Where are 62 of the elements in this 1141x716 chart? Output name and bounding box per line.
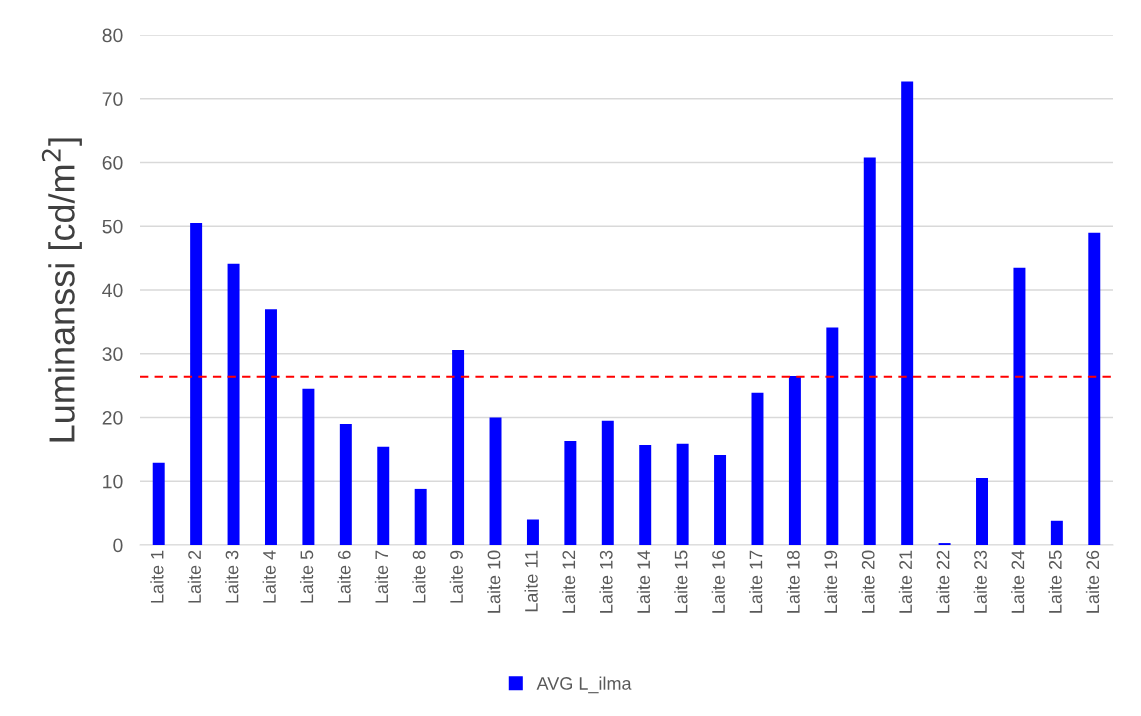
x-tick-label: Laite 23: [973, 550, 987, 613]
bar: [901, 81, 914, 545]
x-tick-label: Laite 14: [636, 550, 651, 613]
x-tick-label: Laite 24: [1011, 550, 1025, 613]
x-tick-label: Laite 16: [711, 550, 725, 613]
y-tick-label: 70: [102, 92, 123, 106]
bar: [826, 327, 839, 545]
x-tick-label: Laite 12: [561, 550, 576, 613]
bar: [489, 417, 502, 545]
bar: [639, 444, 652, 545]
x-tick-label: Laite 20: [861, 550, 875, 613]
legend-label: AVG L_ilma: [536, 676, 632, 694]
x-tick-label: Laite 21: [898, 550, 913, 613]
x-tick-label: Laite 4: [262, 550, 276, 603]
y-tick-label: 80: [102, 28, 123, 43]
x-tick-label: Laite 10: [487, 550, 501, 613]
bar: [452, 349, 465, 545]
x-tick-label: Laite 1: [150, 550, 164, 603]
bar: [714, 455, 727, 545]
x-tick-label: Laite 2: [187, 550, 201, 603]
y-axis-title: Luminanssi [cd/m$^{2}$]: [41, 138, 82, 442]
bar: [1013, 267, 1026, 545]
bar: [377, 446, 390, 545]
y-tick-label: 40: [102, 283, 123, 298]
bar: [788, 376, 801, 545]
bar: [152, 462, 165, 545]
x-tick-label: Laite 11: [524, 550, 538, 612]
y-tick-label: 50: [102, 219, 123, 234]
bar: [976, 478, 989, 545]
x-tick-label: Laite 6: [337, 550, 351, 603]
bar: [227, 263, 240, 545]
bar: [601, 420, 614, 545]
bar: [1050, 520, 1063, 545]
bar: [190, 223, 203, 545]
bar: [302, 388, 315, 545]
bar: [526, 519, 539, 545]
bar: [1088, 232, 1101, 545]
bar: [863, 157, 876, 545]
x-tick-label: Laite 9: [449, 550, 463, 603]
y-tick-label: 60: [102, 155, 123, 170]
bar: [564, 441, 577, 545]
y-tick-label: 20: [102, 410, 123, 425]
x-tick-label: Laite 7: [374, 550, 389, 603]
x-tick-label: Laite 15: [674, 550, 688, 613]
x-tick-label: Laite 3: [225, 550, 239, 603]
bar: [751, 392, 764, 545]
x-tick-label: Laite 18: [786, 550, 800, 613]
y-tick-label: 30: [102, 347, 123, 361]
bar: [676, 443, 689, 545]
bar: [339, 423, 352, 545]
bar: [264, 309, 277, 545]
x-tick-label: Laite 5: [299, 550, 314, 603]
x-tick-label: Laite 22: [936, 550, 950, 613]
x-tick-label: Laite 25: [1048, 550, 1062, 613]
x-tick-label: Laite 17: [749, 550, 763, 613]
x-tick-label: Laite 13: [599, 550, 613, 613]
x-tick-label: Laite 26: [1085, 550, 1100, 613]
x-tick-label: Laite 19: [823, 550, 838, 613]
bar: [414, 488, 427, 545]
y-tick-label: 0: [113, 538, 123, 553]
y-tick-label: 10: [103, 474, 123, 489]
x-tick-label: Laite 8: [412, 550, 426, 603]
